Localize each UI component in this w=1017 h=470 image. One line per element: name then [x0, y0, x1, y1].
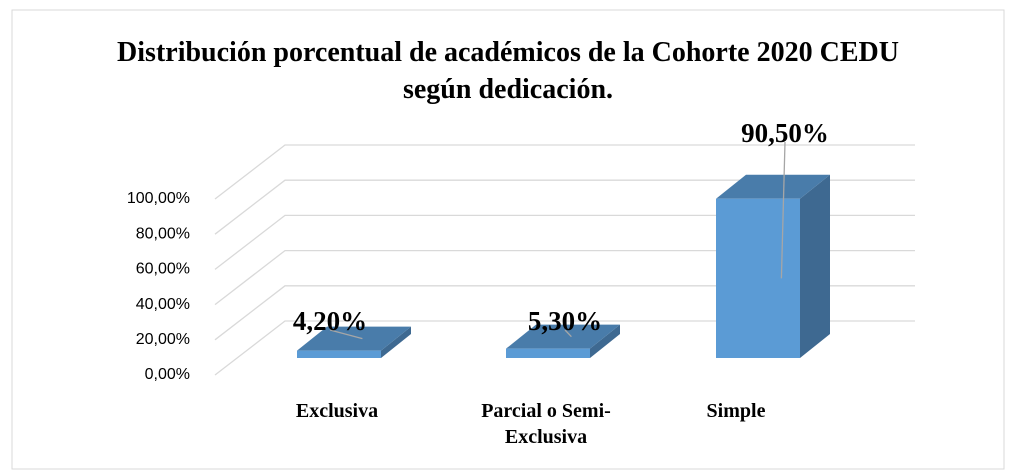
y-tick-label: 100,00%: [127, 190, 190, 207]
chart-border: [11, 9, 1005, 470]
bar-side: [800, 174, 830, 358]
y-tick-label: 80,00%: [136, 225, 190, 242]
bar: [716, 174, 830, 358]
y-tick-label: 20,00%: [136, 331, 190, 348]
y-tick-label: 0,00%: [145, 366, 190, 383]
bar-front: [716, 198, 800, 358]
bar-top: [716, 174, 830, 199]
bar-side: [381, 326, 411, 358]
leader-line: [780, 141, 786, 279]
data-label: 90,50%: [741, 118, 829, 148]
grid-line: [214, 179, 915, 235]
x-tick-label: Simple: [706, 400, 766, 422]
bar: [297, 326, 411, 358]
grid-line: [214, 214, 915, 270]
grid-line: [214, 285, 915, 341]
y-tick-label: 60,00%: [136, 261, 190, 278]
y-tick-label: 40,00%: [136, 296, 190, 313]
data-label: 5,30%: [528, 306, 602, 336]
chart-title: Distribución porcentual de académicos de…: [117, 37, 899, 105]
grid-line: [214, 249, 915, 306]
bar-top: [297, 326, 411, 351]
bar-front: [297, 350, 381, 358]
x-tick-label: Parcial o Semi-Exclusiva: [481, 400, 611, 448]
leader-line: [329, 329, 363, 340]
leader-line: [564, 329, 572, 338]
bar-top: [506, 324, 620, 349]
data-label: 4,20%: [293, 306, 367, 336]
bar-side: [590, 324, 620, 358]
grid-line: [214, 320, 915, 376]
bar: [506, 324, 620, 358]
bar-front: [506, 348, 590, 358]
grid-line: [214, 144, 915, 200]
x-tick-label: Exclusiva: [295, 400, 379, 422]
